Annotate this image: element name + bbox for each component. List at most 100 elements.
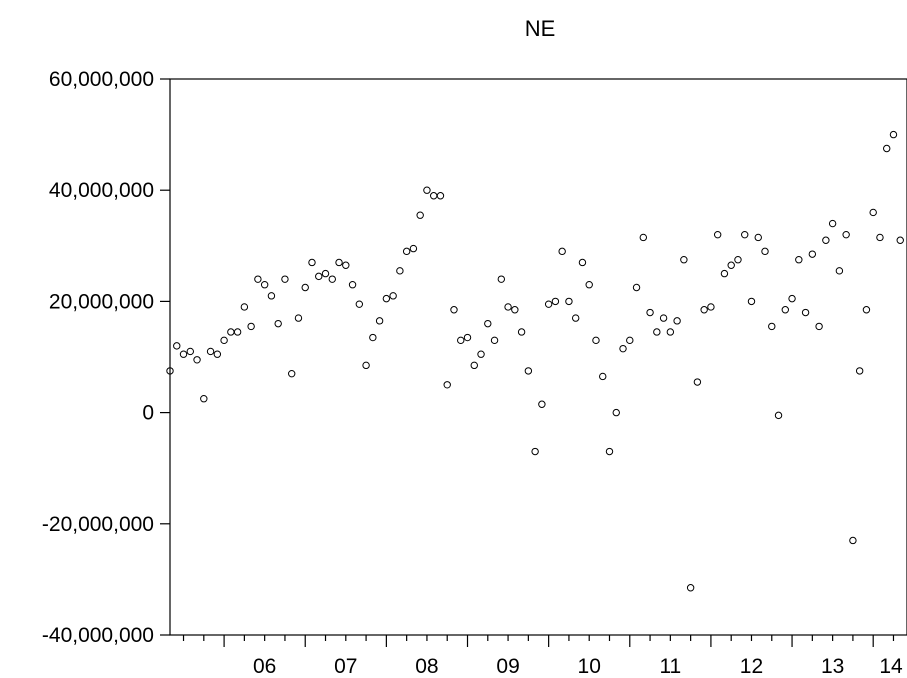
data-point [626, 336, 634, 345]
data-point [741, 230, 749, 239]
data-point [538, 400, 546, 408]
data-point [315, 272, 323, 281]
data-point [497, 275, 506, 283]
data-point [693, 378, 702, 386]
data-point [815, 322, 823, 331]
data-point [375, 317, 384, 325]
data-point [402, 247, 411, 256]
data-point [761, 247, 769, 256]
chart-title: NE [525, 16, 556, 41]
data-point [294, 314, 303, 322]
data-point [565, 297, 573, 306]
data-point [328, 275, 336, 283]
data-point [220, 336, 228, 345]
data-point [883, 144, 891, 153]
x-tick-label: 06 [253, 655, 276, 678]
data-point [727, 261, 735, 269]
data-point [342, 261, 350, 269]
x-tick-label: 12 [740, 655, 763, 678]
data-point [321, 269, 330, 278]
data-point [463, 333, 472, 342]
data-point [457, 336, 465, 345]
data-point [801, 308, 810, 317]
data-point [274, 319, 282, 328]
plot-frame [169, 78, 907, 636]
x-axis: 06 07 08 09 10 11 12 13 14 [182, 635, 903, 678]
data-point [896, 236, 904, 244]
data-point [639, 233, 648, 242]
data-point [734, 256, 742, 264]
y-tick-label: -40,000,000 [42, 624, 154, 647]
data-point [335, 258, 343, 267]
data-point [747, 297, 756, 306]
data-point [369, 333, 377, 342]
data-point [700, 306, 708, 314]
x-tick-label: 13 [821, 655, 844, 678]
data-point [301, 283, 309, 292]
data-point [524, 367, 533, 375]
data-point [247, 322, 255, 331]
data-point [348, 281, 357, 289]
data-point [768, 322, 776, 331]
data-point [619, 344, 627, 353]
x-tick-label: 11 [659, 655, 681, 678]
data-point [288, 369, 296, 378]
data-point [612, 408, 620, 417]
data-point [673, 317, 681, 325]
x-tick-label: 09 [496, 655, 519, 678]
data-point [680, 256, 688, 264]
data-point [396, 267, 404, 275]
data-point [409, 244, 418, 253]
data-point [571, 314, 580, 322]
y-tick-label: 40,000,000 [49, 179, 154, 202]
data-point [781, 306, 789, 314]
data-point [849, 536, 857, 545]
data-point [842, 230, 850, 239]
data-point [578, 258, 587, 267]
data-point [517, 328, 526, 336]
data-point [382, 294, 391, 303]
data-point [450, 306, 458, 314]
data-point [808, 250, 817, 258]
data-point [308, 258, 316, 267]
data-point [260, 281, 269, 289]
x-tick-label: 10 [578, 655, 601, 678]
x-tick-label: 08 [415, 655, 438, 678]
data-point [470, 361, 478, 370]
data-point [429, 192, 438, 200]
data-point [416, 211, 424, 219]
data-point [544, 300, 553, 308]
data-point [436, 192, 445, 200]
data-point [889, 130, 898, 139]
data-point [477, 350, 485, 358]
data-point [646, 308, 654, 317]
data-point [362, 361, 370, 370]
data-point [193, 356, 201, 364]
data-point [585, 281, 593, 289]
data-point [659, 314, 668, 322]
data-point [653, 328, 661, 336]
data-point [443, 381, 451, 389]
data-point [795, 256, 803, 264]
data-point [233, 328, 242, 336]
data-point [788, 294, 796, 303]
data-point [835, 267, 844, 275]
data-point [267, 292, 276, 300]
data-point [490, 336, 499, 345]
data-point [389, 292, 397, 300]
data-point [707, 303, 715, 311]
data-point [862, 306, 871, 314]
data-point [754, 233, 762, 242]
data-point [186, 347, 194, 356]
y-tick-label: 60,000,000 [49, 68, 154, 91]
x-tick-label: 07 [334, 655, 357, 678]
data-point [822, 236, 830, 244]
data-point [605, 447, 614, 456]
data-point [213, 350, 222, 358]
data-point [423, 186, 431, 194]
data-point [666, 328, 675, 336]
data-point [599, 372, 607, 381]
data-point [484, 319, 492, 328]
data-point [774, 411, 783, 420]
